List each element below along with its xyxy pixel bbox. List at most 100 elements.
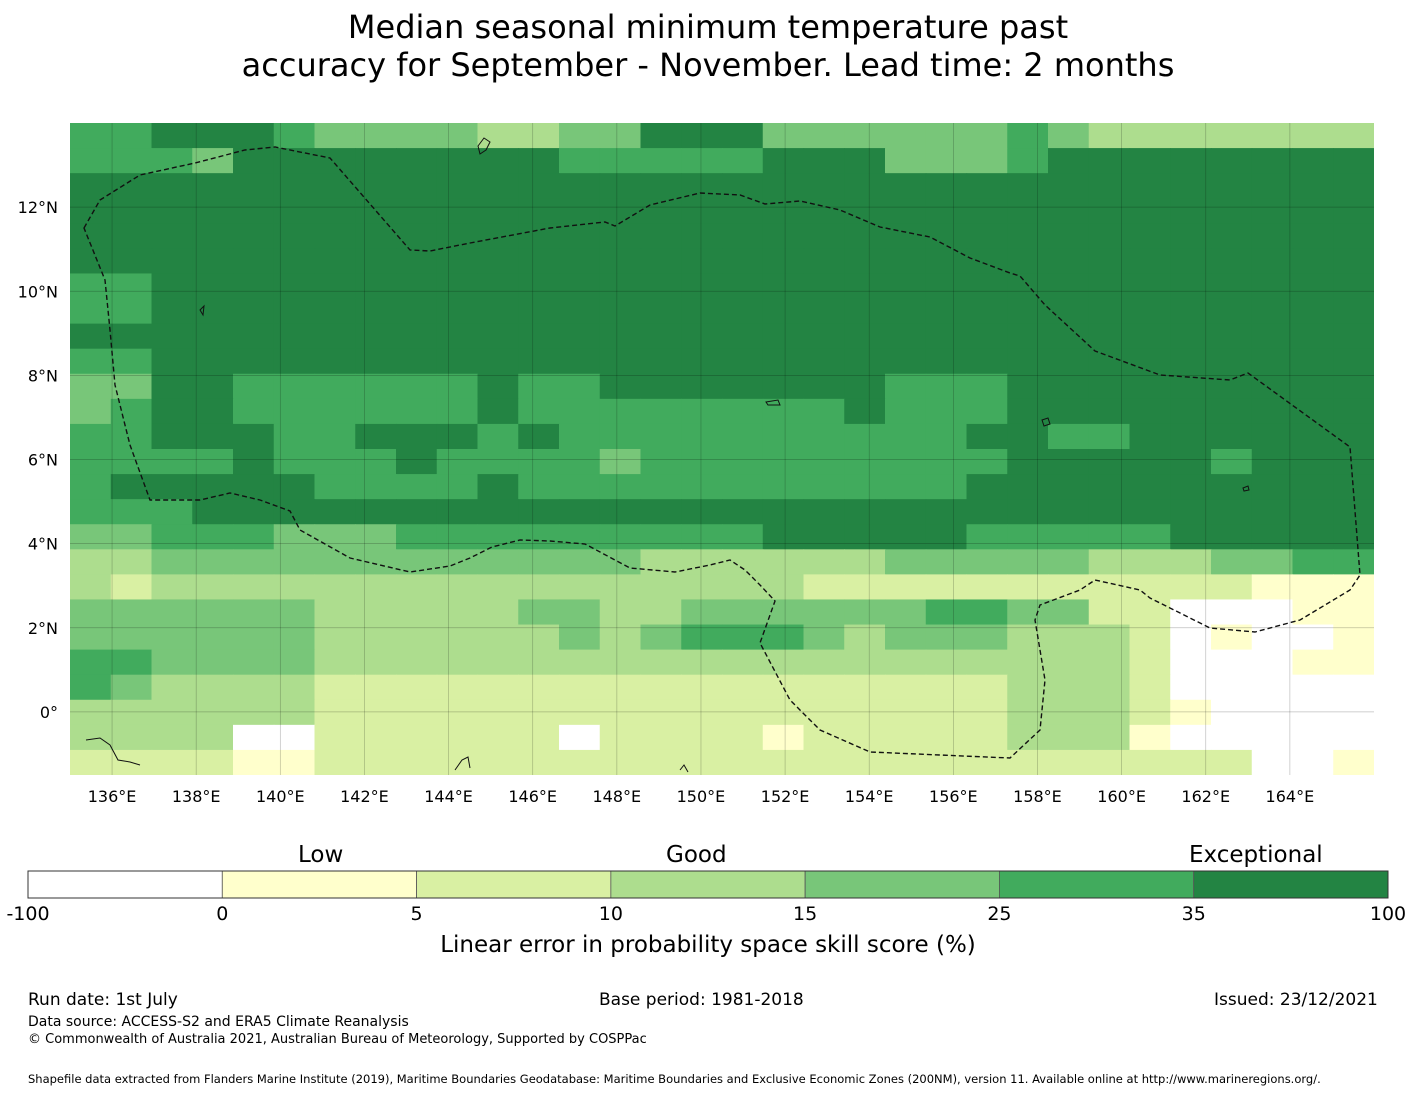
grid-cell — [110, 674, 153, 701]
longitude-label: 148°E — [593, 787, 642, 806]
grid-cell — [722, 574, 764, 601]
grid-cell — [70, 148, 112, 174]
grid-cell — [681, 398, 723, 425]
grid-cell — [518, 248, 560, 275]
grid-cell — [885, 524, 927, 550]
grid-cell — [151, 624, 193, 651]
grid-cell — [233, 574, 275, 601]
grid-cell — [1088, 624, 1131, 651]
grid-cell — [192, 649, 234, 676]
grid-cell — [396, 373, 438, 400]
grid-cell — [151, 373, 193, 400]
grid-cell — [1170, 749, 1212, 775]
grid-cell — [273, 724, 316, 751]
grid-cell — [722, 724, 764, 751]
grid-cell — [436, 574, 479, 601]
grid-cell — [1129, 423, 1171, 450]
grid-cell — [1292, 348, 1334, 375]
grid-cell — [1292, 449, 1334, 475]
longitude-label: 158°E — [1013, 787, 1062, 806]
grid-cell — [436, 599, 479, 626]
grid-cell — [559, 348, 601, 375]
grid-cell — [314, 323, 356, 350]
grid-cell — [1211, 223, 1253, 249]
grid-cell — [233, 749, 275, 775]
grid-cell — [70, 574, 112, 601]
grid-cell — [1251, 624, 1294, 651]
grid-cell — [518, 549, 560, 575]
grid-cell — [599, 148, 642, 174]
shapefile-credit: Shapefile data extracted from Flanders M… — [28, 1072, 1321, 1086]
grid-cell — [1129, 198, 1171, 224]
grid-cell — [518, 298, 560, 325]
grid-cell — [314, 574, 356, 601]
grid-cell — [273, 323, 316, 350]
grid-cell — [681, 273, 723, 300]
grid-cell — [151, 699, 193, 726]
grid-cell — [559, 624, 601, 651]
grid-cell — [477, 649, 519, 676]
grid-cell — [1007, 699, 1049, 726]
grid-cell — [1292, 198, 1334, 224]
grid-cell — [477, 123, 519, 149]
grid-cell — [233, 624, 275, 651]
grid-cell — [233, 724, 275, 751]
grid-cell — [355, 423, 397, 450]
latitude-label: 6°N — [28, 451, 58, 470]
grid-cell — [762, 524, 805, 550]
grid-cell — [1007, 674, 1049, 701]
grid-cell — [640, 749, 682, 775]
colorbar-swatch — [221, 870, 417, 899]
grid-cell — [681, 749, 723, 775]
grid-cell — [396, 198, 438, 224]
grid-cell — [681, 524, 723, 550]
grid-cell — [518, 148, 560, 174]
grid-cell — [1292, 649, 1334, 676]
grid-cell — [436, 198, 479, 224]
grid-cell — [110, 624, 153, 651]
grid-cell — [722, 298, 764, 325]
grid-cell — [1129, 348, 1171, 375]
grid-cell — [396, 749, 438, 775]
grid-cell — [1129, 649, 1171, 676]
grid-cell — [1170, 398, 1212, 425]
grid-cell — [355, 674, 397, 701]
colorbar-swatch — [416, 870, 612, 899]
grid-cell — [314, 373, 356, 400]
grid-cell — [70, 248, 112, 275]
grid-cell — [314, 649, 356, 676]
grid-cell — [559, 724, 601, 751]
grid-cell — [151, 223, 193, 249]
grid-cell — [273, 524, 316, 550]
grid-cell — [436, 298, 479, 325]
grid-cell — [1211, 574, 1253, 601]
grid-cell — [1333, 724, 1374, 751]
grid-cell — [436, 699, 479, 726]
grid-cell — [925, 449, 968, 475]
grid-cell — [1007, 223, 1049, 249]
grid-cell — [192, 148, 234, 174]
grid-cell — [151, 198, 193, 224]
grid-cell — [1292, 223, 1334, 249]
eez-boundary — [83, 146, 1361, 759]
colorbar-swatch — [999, 870, 1195, 899]
grid-cell — [192, 599, 234, 626]
grid-cell — [518, 173, 560, 199]
grid-cell — [355, 223, 397, 249]
grid-cell — [518, 449, 560, 475]
grid-cell — [1007, 373, 1049, 400]
grid-cell — [233, 173, 275, 199]
grid-cell — [192, 524, 234, 550]
grid-cell — [396, 499, 438, 525]
grid-cell — [436, 123, 479, 149]
grid-cell — [355, 348, 397, 375]
grid-cell — [273, 173, 316, 199]
grid-cell — [233, 148, 275, 174]
grid-cell — [559, 549, 601, 575]
grid-cell — [925, 724, 968, 751]
grid-cell — [518, 724, 560, 751]
grid-cell — [151, 649, 193, 676]
grid-cell — [518, 348, 560, 375]
grid-cell — [355, 524, 397, 550]
grid-cell — [1333, 398, 1374, 425]
